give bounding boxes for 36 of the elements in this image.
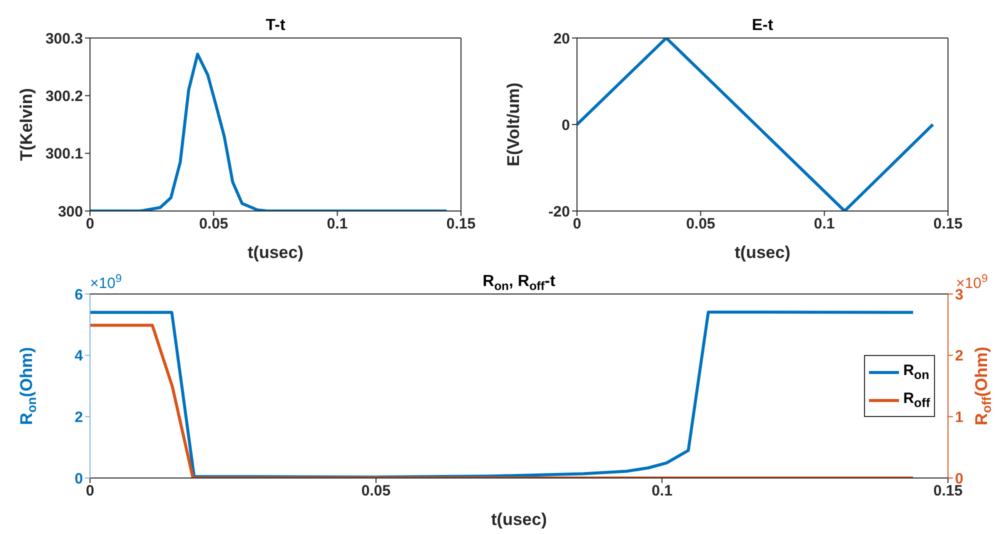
text: ×10$^{9}$ xyxy=(90,273,122,292)
x-axis-title: t(usec) xyxy=(248,243,304,262)
y-tick-label: 4 xyxy=(74,348,84,365)
x-tick-label: 0.05 xyxy=(361,482,391,500)
x-tick-label: 0.15 xyxy=(933,482,963,500)
y-axis-title: T(Kelvin) xyxy=(17,88,36,161)
y-tick-label: 300.2 xyxy=(45,88,83,105)
y2-tick-label: 1 xyxy=(955,408,964,426)
y-tick-label: 300.3 xyxy=(45,30,83,48)
x-tick-label: 0.1 xyxy=(814,216,835,233)
y2-tick-label: 2 xyxy=(955,348,964,365)
x-tick-label: 0.05 xyxy=(686,216,716,233)
y-tick-label: 0 xyxy=(74,470,83,488)
x-tick-label: 0 xyxy=(86,216,94,233)
x-tick-label: 0.15 xyxy=(933,216,963,233)
x-axis-title: t(usec) xyxy=(491,510,547,529)
x-tick-label: 0 xyxy=(572,216,582,233)
chart-title: E-t xyxy=(752,17,774,34)
y-tick-label: 300 xyxy=(58,203,83,220)
y-tick-label: 300.1 xyxy=(45,146,83,163)
chart-title: R$_{on}$, R$_{off}$-t xyxy=(482,273,556,294)
y-tick-label: 2 xyxy=(74,408,83,426)
x-tick-label: 0.15 xyxy=(446,216,476,233)
y-tick-label: 6 xyxy=(74,286,83,304)
y-tick-label: 20 xyxy=(553,30,570,48)
x-tick-label: 0.1 xyxy=(652,482,672,500)
chart-title: T-t xyxy=(266,17,286,34)
legend-label: R$_{off}$ xyxy=(903,390,930,410)
y-tick-label: -20 xyxy=(548,203,570,220)
y-tick-label: 0 xyxy=(562,116,570,134)
x-tick-label: 0 xyxy=(86,482,94,500)
legend-label: R$_{on}$ xyxy=(903,362,930,382)
y-axis-title: E(Volt/um) xyxy=(504,82,523,166)
x-tick-label: 0.05 xyxy=(199,216,228,233)
x-axis-title: t(usec) xyxy=(734,243,790,262)
x-tick-label: 0.1 xyxy=(326,216,348,233)
